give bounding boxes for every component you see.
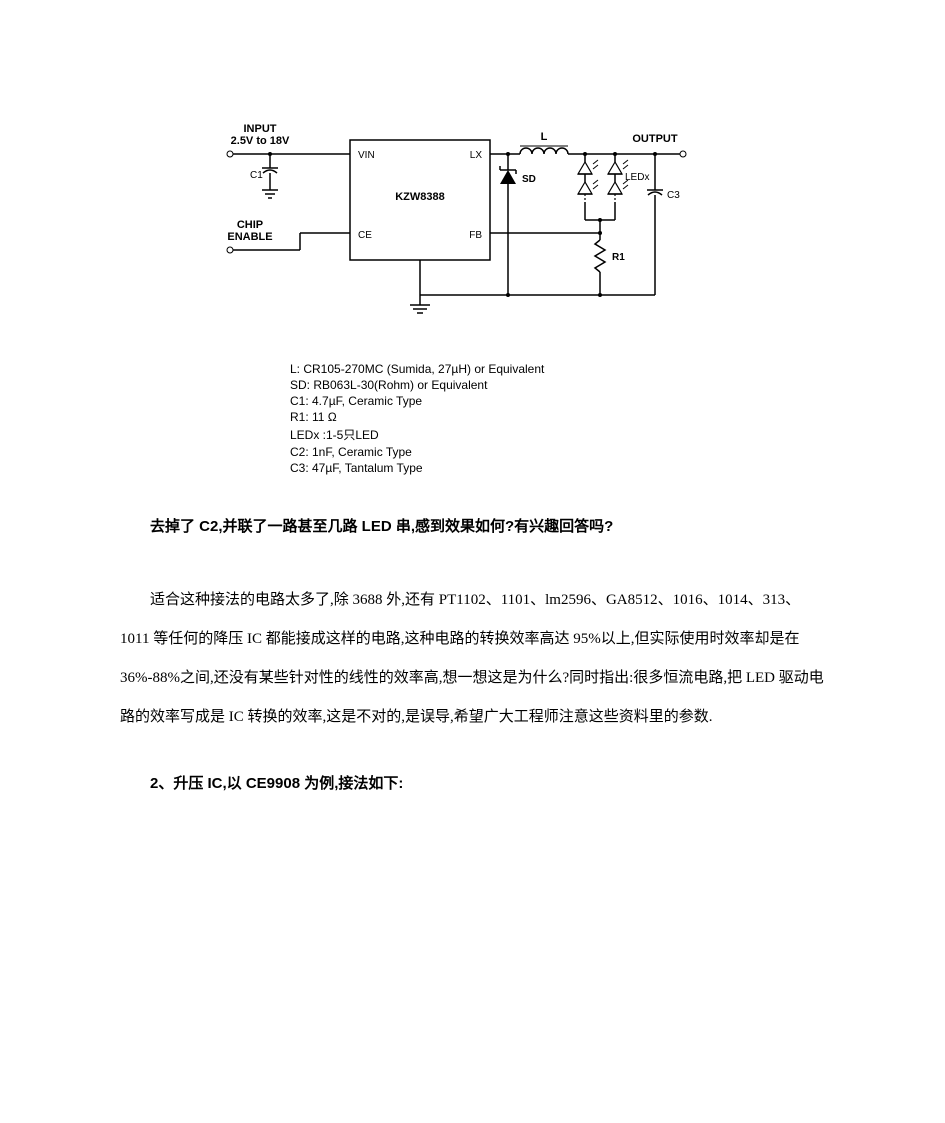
comp-c3: C3: 47µF, Tantalum Type [290,461,825,475]
ledx-label: LEDx [625,172,649,183]
chip-label1: CHIP [237,219,263,231]
comp-c1: C1: 4.7µF, Ceramic Type [290,394,825,408]
l-label: L [541,131,548,143]
comp-sd: SD: RB063L-30(Rohm) or Equivalent [290,378,825,392]
schematic-diagram: KZW8388 VIN CE LX FB INPUT 2.5V to 18V [200,120,700,360]
comp-c2: C2: 1nF, Ceramic Type [290,445,825,459]
page: KZW8388 VIN CE LX FB INPUT 2.5V to 18V [0,0,945,793]
input-label1: INPUT [244,123,277,135]
chip-label2: ENABLE [227,231,272,243]
comp-l: L: CR105-270MC (Sumida, 27µH) or Equival… [290,362,825,376]
body-paragraph: 适合这种接法的电路太多了,除 3688 外,还有 PT1102、1101、lm2… [120,581,825,737]
input-label2: 2.5V to 18V [231,135,290,147]
c3-label: C3 [667,190,680,201]
schematic-wrap: KZW8388 VIN CE LX FB INPUT 2.5V to 18V [200,120,825,475]
paragraph-text: 适合这种接法的电路太多了,除 3688 外,还有 PT1102、1101、lm2… [120,592,824,725]
ic-label: KZW8388 [395,191,445,203]
pin-lx: LX [470,150,483,161]
question-text: 去掉了 C2,并联了一路甚至几路 LED 串,感到效果如何?有兴趣回答吗? [150,515,825,536]
pin-ce: CE [358,230,372,241]
r1-label: R1 [612,252,625,263]
section-heading: 2、升压 IC,以 CE9908 为例,接法如下: [150,772,825,793]
pin-vin: VIN [358,150,375,161]
sd-label: SD [522,174,536,185]
pin-fb: FB [469,230,482,241]
c1-label: C1 [250,170,263,181]
comp-r1: R1: 11 Ω [290,410,825,424]
component-list: L: CR105-270MC (Sumida, 27µH) or Equival… [290,362,825,475]
comp-ledx: LEDx :1-5只LED [290,426,825,443]
output-label: OUTPUT [632,133,678,145]
